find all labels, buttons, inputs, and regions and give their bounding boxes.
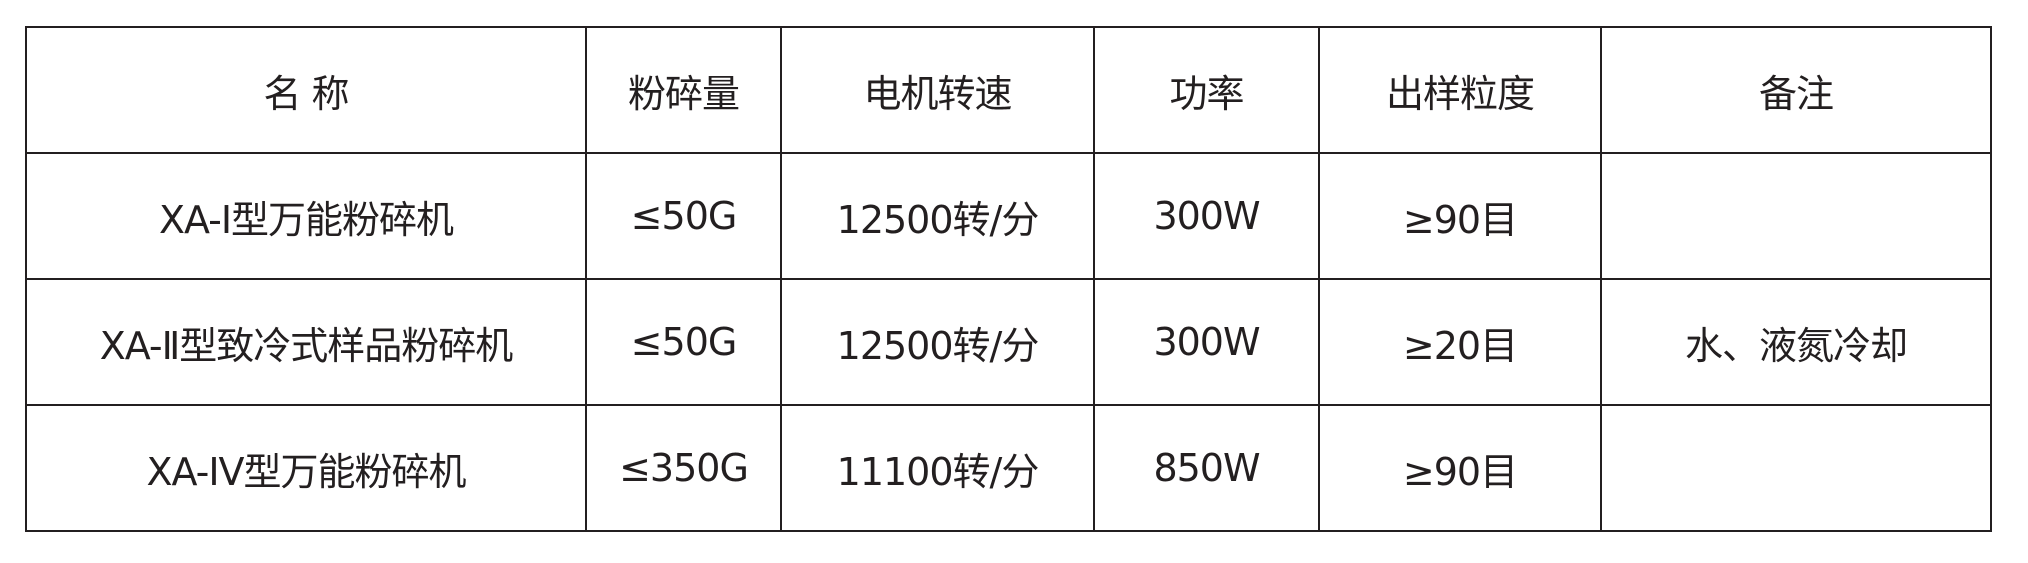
header-power: 功率 — [1093, 26, 1320, 154]
table-row: XA-Ⅱ型致冷式样品粉碎机 ≤50G 12500转/分 300W ≥20目 水、… — [25, 278, 1992, 406]
header-remarks: 备注 — [1600, 26, 1992, 154]
cell-particle-size: ≥90目 — [1318, 404, 1602, 532]
table-row: XA-IV型万能粉碎机 ≤350G 11100转/分 850W ≥90目 — [25, 404, 1992, 532]
cell-remarks: 水、液氮冷却 — [1600, 278, 1992, 406]
cell-capacity: ≤50G — [585, 152, 782, 280]
cell-remarks — [1600, 404, 1992, 532]
cell-power: 300W — [1093, 152, 1320, 280]
specs-table: 名 称 粉碎量 电机转速 功率 出样粒度 备注 XA-Ⅰ型万能粉碎机 ≤50G … — [25, 26, 1992, 532]
cell-motor-speed: 11100转/分 — [780, 404, 1095, 532]
cell-name: XA-IV型万能粉碎机 — [25, 404, 587, 532]
header-motor-speed: 电机转速 — [780, 26, 1095, 154]
cell-name: XA-Ⅰ型万能粉碎机 — [25, 152, 587, 280]
table-row: XA-Ⅰ型万能粉碎机 ≤50G 12500转/分 300W ≥90目 — [25, 152, 1992, 280]
cell-capacity: ≤50G — [585, 278, 782, 406]
cell-motor-speed: 12500转/分 — [780, 278, 1095, 406]
cell-power: 850W — [1093, 404, 1320, 532]
header-name: 名 称 — [25, 26, 587, 154]
cell-remarks — [1600, 152, 1992, 280]
header-capacity: 粉碎量 — [585, 26, 782, 154]
header-particle-size: 出样粒度 — [1318, 26, 1602, 154]
cell-power: 300W — [1093, 278, 1320, 406]
header-row: 名 称 粉碎量 电机转速 功率 出样粒度 备注 — [25, 26, 1992, 154]
cell-capacity: ≤350G — [585, 404, 782, 532]
cell-motor-speed: 12500转/分 — [780, 152, 1095, 280]
cell-particle-size: ≥90目 — [1318, 152, 1602, 280]
cell-particle-size: ≥20目 — [1318, 278, 1602, 406]
cell-name: XA-Ⅱ型致冷式样品粉碎机 — [25, 278, 587, 406]
